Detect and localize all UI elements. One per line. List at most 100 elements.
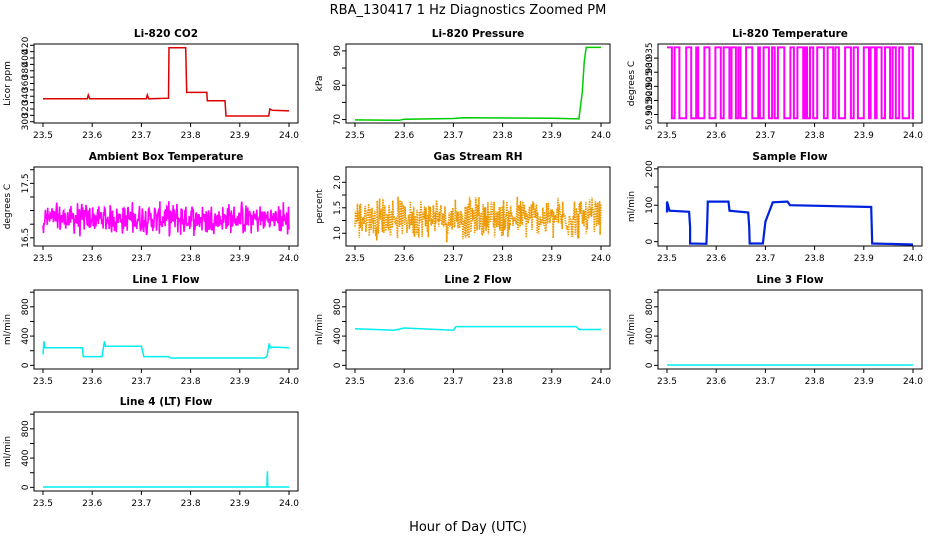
x-tick-label: 23.5 — [33, 499, 53, 509]
panel-title: Li-820 Pressure — [432, 28, 525, 40]
x-tick-label: 23.8 — [493, 131, 513, 141]
plot-frame — [657, 43, 923, 124]
y-tick-label: 17.5 — [21, 173, 31, 193]
x-tick-label: 23.9 — [230, 254, 250, 264]
y-tick-label: 1.0 — [333, 226, 343, 241]
y-tick-label: 400 — [21, 327, 31, 344]
x-tick-label: 23.7 — [755, 377, 775, 387]
series-line — [354, 196, 602, 243]
y-tick-label: 800 — [333, 298, 343, 315]
x-tick-label: 23.8 — [181, 131, 201, 141]
x-tick-label: 23.6 — [706, 377, 726, 387]
x-tick-label: 23.8 — [181, 499, 201, 509]
x-tick-label: 23.9 — [854, 131, 874, 141]
series-line — [667, 46, 914, 120]
series-line — [43, 47, 290, 117]
x-tick-label: 24.0 — [591, 131, 611, 141]
x-tick-label: 23.6 — [82, 254, 102, 264]
x-tick-label: 23.9 — [542, 131, 562, 141]
y-axis-label: ml/min — [3, 436, 13, 467]
x-tick-label: 23.8 — [493, 254, 513, 264]
y-tick-label: 0 — [21, 484, 31, 490]
x-tick-label: 23.5 — [657, 377, 677, 387]
y-tick-label: 70 — [333, 114, 343, 126]
series-line2 — [354, 325, 601, 331]
series-line1 — [42, 341, 290, 359]
series-rh — [354, 196, 602, 243]
x-tick-label: 23.7 — [755, 254, 775, 264]
x-axis-label: Hour of Day (UTC) — [409, 520, 527, 535]
x-tick-label: 24.0 — [279, 377, 299, 387]
y-axis-label: degrees C — [3, 184, 13, 229]
series-line — [354, 325, 601, 331]
y-tick-label: 400 — [21, 449, 31, 466]
y-tick-label: 50.930 — [645, 56, 655, 88]
panel-title: Line 4 (LT) Flow — [120, 396, 213, 408]
x-tick-label: 23.6 — [394, 254, 414, 264]
x-tick-label: 23.9 — [230, 377, 250, 387]
x-tick-label: 23.6 — [394, 131, 414, 141]
y-axis-label: kPa — [315, 76, 325, 92]
panel-title: Li-820 Temperature — [732, 28, 848, 40]
panel-pressure: Li-820 Pressure 70 80 90 kPa 23.5 23.6 23.7 23.8… — [315, 28, 611, 141]
x-tick-label: 23.8 — [805, 254, 825, 264]
series-ambient — [42, 201, 290, 237]
x-tick-label: 23.5 — [345, 254, 365, 264]
figure-title: RBA_130417 1 Hz Diagnostics Zoomed PM — [330, 3, 607, 18]
panel-title: Gas Stream RH — [433, 151, 522, 163]
x-tick-label: 23.9 — [230, 499, 250, 509]
x-tick-label: 23.5 — [345, 377, 365, 387]
series-line — [42, 201, 290, 237]
y-tick-label: 800 — [21, 298, 31, 315]
panel-sample: Sample Flow 0 100 200 ml/min 23.5 23.6 23.7 23.8… — [627, 151, 923, 264]
plot-frame — [33, 411, 299, 492]
x-tick-label: 23.7 — [131, 377, 151, 387]
x-tick-label: 23.8 — [805, 377, 825, 387]
x-tick-label: 23.7 — [443, 131, 463, 141]
plot-frame — [33, 43, 299, 124]
y-tick-label: 800 — [645, 298, 655, 315]
y-tick-label: 16.5 — [21, 228, 31, 248]
y-axis-label: ml/min — [3, 314, 13, 345]
y-axis-label: ml/min — [627, 191, 637, 222]
x-tick-label: 23.9 — [230, 131, 250, 141]
x-tick-label: 24.0 — [591, 377, 611, 387]
y-tick-label: 360 — [21, 75, 31, 92]
plot-frame — [345, 166, 611, 247]
x-tick-label: 23.5 — [33, 254, 53, 264]
y-axis-label: percent — [315, 189, 325, 224]
y-tick-label: 50.925 — [645, 71, 655, 103]
series-line4 — [43, 471, 289, 488]
x-tick-label: 23.9 — [854, 254, 874, 264]
y-tick-label: 800 — [21, 420, 31, 437]
y-tick-label: 200 — [645, 160, 655, 177]
series-line — [665, 200, 914, 246]
panel-line1: Line 1 Flow 0 400 800 ml/min 23.5 23.6 23.7 23.8… — [3, 274, 299, 387]
panel-title: Li-820 CO2 — [134, 28, 198, 40]
y-axis-label: Licor ppm — [3, 61, 13, 106]
y-tick-label: 0 — [21, 362, 31, 368]
x-tick-label: 23.6 — [82, 499, 102, 509]
y-tick-label: 0 — [333, 362, 343, 368]
y-tick-label: 100 — [645, 196, 655, 213]
x-tick-label: 23.5 — [33, 131, 53, 141]
series-line — [43, 471, 289, 488]
x-tick-label: 23.7 — [131, 254, 151, 264]
x-tick-label: 23.6 — [706, 254, 726, 264]
x-tick-label: 23.7 — [443, 254, 463, 264]
series-temp — [667, 46, 914, 120]
series-line — [354, 46, 601, 122]
x-tick-label: 23.9 — [854, 377, 874, 387]
x-tick-label: 23.6 — [706, 131, 726, 141]
x-tick-label: 23.7 — [755, 131, 775, 141]
y-tick-label: 2.0 — [333, 175, 343, 190]
y-tick-label: 0 — [645, 362, 655, 368]
x-tick-label: 23.5 — [657, 254, 677, 264]
x-tick-label: 23.5 — [345, 131, 365, 141]
x-tick-label: 23.8 — [805, 131, 825, 141]
y-tick-label: 320 — [21, 100, 31, 117]
series-sample — [665, 200, 914, 246]
